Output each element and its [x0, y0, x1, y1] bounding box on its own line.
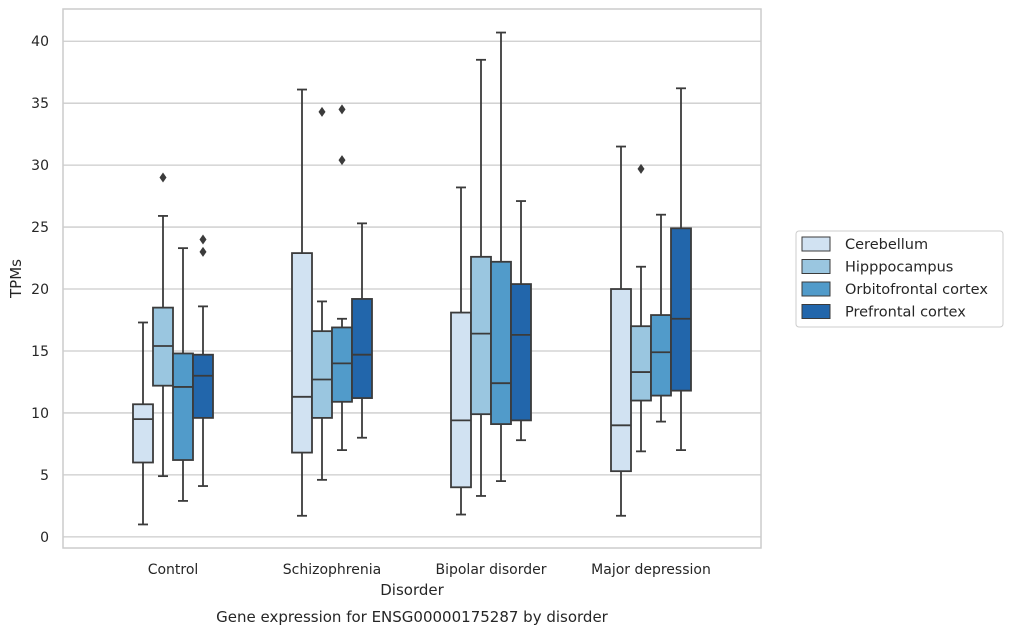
y-tick-label: 40 [31, 34, 49, 50]
legend-swatch [801, 304, 831, 319]
box-2-1 [470, 58, 492, 497]
chart-title: Gene expression for ENSG00000175287 by d… [216, 608, 609, 626]
y-tick-label: 0 [40, 530, 49, 546]
box-3-1 [630, 163, 652, 453]
legend-label: Prefrontal cortex [845, 305, 966, 321]
legend-frame [795, 230, 1004, 328]
box-body [331, 326, 353, 403]
box-0-0 [132, 321, 154, 526]
box-1-0 [291, 88, 313, 517]
legend-label: Cerebellum [845, 237, 928, 253]
legend-swatch [801, 236, 831, 252]
box-body [351, 298, 373, 399]
x-tick-label: Schizophrenia [283, 562, 381, 578]
y-tick-label: 25 [31, 220, 49, 236]
box-body [311, 330, 333, 419]
outlier-point [637, 163, 645, 174]
y-axis-title: TPMs [7, 259, 25, 299]
x-axis-title: Disorder [380, 581, 444, 599]
y-tick-label: 20 [31, 282, 49, 298]
box-body [192, 353, 214, 419]
x-tick-labels: Control Schizophrenia Bipolar disorder Majo… [148, 562, 711, 578]
box-body [650, 314, 672, 397]
box-body [670, 227, 692, 392]
plot-frame [62, 8, 762, 549]
outlier-point [338, 104, 346, 115]
box-body [132, 403, 154, 464]
y-tick-label: 10 [31, 406, 49, 422]
y-tick-label: 35 [31, 96, 49, 112]
box-body [291, 252, 313, 454]
box-body [610, 288, 632, 473]
box-3-2 [650, 213, 672, 423]
legend-label: Orbitofrontal cortex [845, 282, 988, 298]
legend-label: Hipppocampus [845, 260, 953, 276]
box-body [450, 311, 472, 489]
y-tick-label: 30 [31, 158, 49, 174]
box-0-1 [152, 172, 174, 478]
outlier-point [199, 246, 207, 257]
x-tick-label: Major depression [591, 562, 711, 578]
box-1-3 [351, 222, 373, 439]
box-body [470, 255, 492, 416]
outlier-point [338, 155, 346, 166]
box-body [630, 325, 652, 402]
x-tick-label: Bipolar disorder [435, 562, 546, 578]
y-tick-label: 5 [40, 468, 49, 484]
outlier-point [159, 172, 167, 183]
box-body [510, 283, 532, 422]
box-3-0 [610, 145, 632, 517]
legend-swatch [801, 281, 831, 297]
box-groups [132, 31, 692, 526]
legend: Cerebellum Hipppocampus Orbitofrontal cort… [795, 230, 1004, 328]
box-body [490, 260, 512, 425]
box-2-0 [450, 186, 472, 516]
outlier-point [318, 106, 326, 117]
box-2-3 [510, 200, 532, 442]
box-1-1 [311, 106, 333, 481]
box-0-3 [192, 234, 214, 487]
y-tick-labels: 0 5 10 15 20 25 30 35 40 [31, 34, 49, 546]
grid-lines [63, 40, 761, 538]
box-1-2 [331, 104, 353, 452]
box-0-2 [172, 247, 194, 502]
box-3-3 [670, 87, 692, 452]
box-2-2 [490, 31, 512, 482]
x-tick-label: Control [148, 562, 199, 578]
box-body [172, 352, 194, 461]
legend-swatch [801, 259, 831, 274]
y-tick-label: 15 [31, 344, 49, 360]
outlier-point [199, 234, 207, 245]
